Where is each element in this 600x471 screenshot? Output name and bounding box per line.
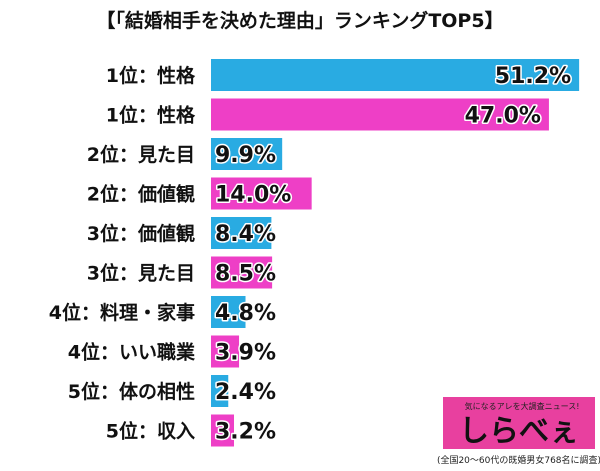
category-label: 5位：収入 <box>106 420 195 443</box>
value-label: 51.2% <box>495 64 571 89</box>
value-label: 9.9% <box>215 143 276 168</box>
value-label: 3.2% <box>215 420 276 445</box>
bar <box>211 256 273 289</box>
logo-brand: しらべぇ <box>459 414 579 449</box>
category-label: 1位：性格 <box>106 64 196 87</box>
value-label: 4.8% <box>215 301 276 326</box>
value-label: 47.0% <box>465 104 541 129</box>
logo-tagline: 気になるアレを大調査ニュース! <box>465 401 580 411</box>
category-label: 4位：いい職業 <box>68 341 196 364</box>
shirabee-logo: 気になるアレを大調査ニュース! しらべぇ <box>443 397 595 449</box>
category-label: 4位：料理・家事 <box>49 301 195 324</box>
bar <box>211 414 235 447</box>
value-label: 8.5% <box>215 262 276 287</box>
value-label: 2.4% <box>215 380 276 405</box>
footnote: (全国20〜60代の既婚男女768名に調査) <box>437 454 600 466</box>
value-label: 14.0% <box>215 183 291 208</box>
bars-layer: 1位：性格 51.2% 1位：性格 47.0% 2位：見た目 9.9% 2位：価値観 14.0… <box>49 59 580 447</box>
value-label: 3.9% <box>215 341 276 366</box>
category-label: 3位：価値観 <box>87 222 195 245</box>
chart-title: 【「結婚相手を決めた理由」ランキングTOP5】 <box>96 9 503 32</box>
bar <box>211 335 240 368</box>
bar <box>211 177 312 210</box>
category-label: 5位：体の相性 <box>68 380 195 403</box>
bar <box>211 375 229 407</box>
category-label: 2位：見た目 <box>87 143 195 166</box>
category-label: 1位：性格 <box>106 104 196 127</box>
category-label: 3位：見た目 <box>87 262 195 285</box>
logo-background <box>443 397 595 449</box>
bar <box>211 98 549 131</box>
bar <box>211 217 272 249</box>
bar <box>211 59 580 91</box>
category-label: 2位：価値観 <box>87 183 195 206</box>
bar <box>211 138 283 170</box>
value-label: 8.4% <box>215 222 276 247</box>
bar <box>211 296 246 328</box>
